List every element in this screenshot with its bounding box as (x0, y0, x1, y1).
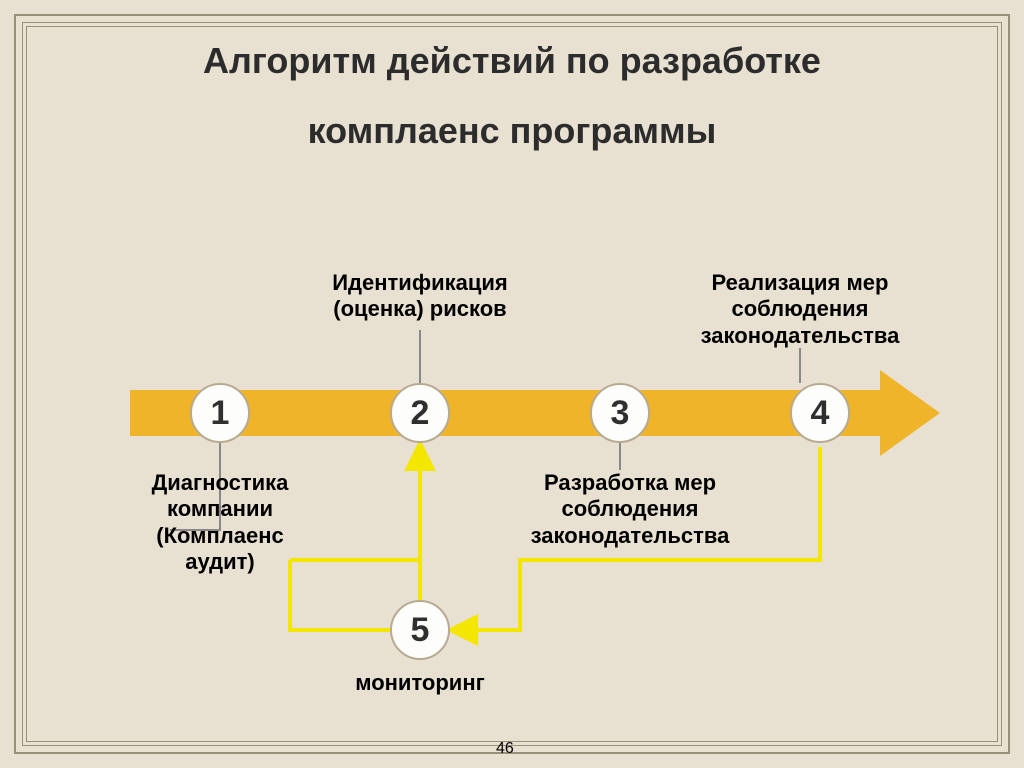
node-2: 2 (390, 383, 450, 443)
node-1-label: 1 (211, 394, 230, 433)
node-1: 1 (190, 383, 250, 443)
label-top-2: Идентификация(оценка) рисков (290, 270, 550, 323)
label-monitoring: мониторинг (330, 670, 510, 696)
node-4: 4 (790, 383, 850, 443)
node-3-label: 3 (611, 394, 630, 433)
timeline-arrow-head (880, 370, 940, 456)
label-bottom-3: Разработка мерсоблюдениязаконодательства (480, 470, 780, 549)
slide-title-line2: комплаенс программы (0, 110, 1024, 152)
node-5: 5 (390, 600, 450, 660)
node-5-label: 5 (411, 611, 430, 650)
slide: Алгоритм действий по разработке комплаен… (0, 0, 1024, 768)
node-3: 3 (590, 383, 650, 443)
node-2-label: 2 (411, 394, 430, 433)
label-top-4: Реализация мерсоблюдениязаконодательства (650, 270, 950, 349)
page-number: 46 (496, 740, 514, 758)
node-4-label: 4 (811, 394, 830, 433)
slide-title-line1: Алгоритм действий по разработке (0, 40, 1024, 82)
label-bottom-1: Диагностикакомпании(Комплаенсаудит) (110, 470, 330, 576)
